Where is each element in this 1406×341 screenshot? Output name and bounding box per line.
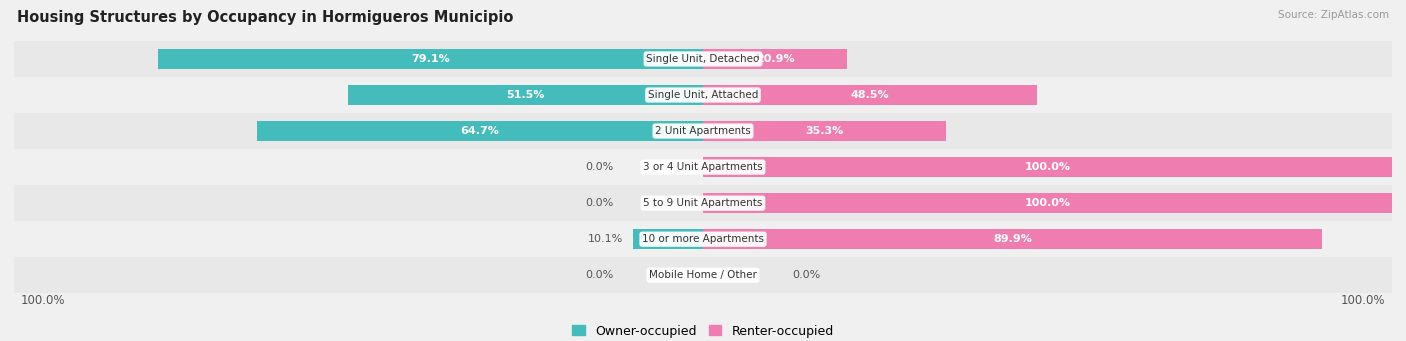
Text: 10 or more Apartments: 10 or more Apartments (643, 234, 763, 244)
Bar (14, 221, 1392, 257)
Legend: Owner-occupied, Renter-occupied: Owner-occupied, Renter-occupied (568, 320, 838, 341)
Text: 0.0%: 0.0% (585, 162, 613, 172)
Text: 20.9%: 20.9% (755, 54, 794, 64)
Bar (634, 229, 703, 249)
Text: 100.0%: 100.0% (1025, 162, 1070, 172)
Text: 51.5%: 51.5% (506, 90, 544, 100)
Bar (349, 85, 703, 105)
Bar (703, 229, 1323, 249)
Text: 35.3%: 35.3% (806, 126, 844, 136)
Text: 0.0%: 0.0% (585, 198, 613, 208)
Text: 79.1%: 79.1% (411, 54, 450, 64)
Text: Mobile Home / Other: Mobile Home / Other (650, 270, 756, 280)
Text: 10.1%: 10.1% (588, 234, 623, 244)
Text: 100.0%: 100.0% (21, 294, 66, 307)
Text: 3 or 4 Unit Apartments: 3 or 4 Unit Apartments (643, 162, 763, 172)
Text: 5 to 9 Unit Apartments: 5 to 9 Unit Apartments (644, 198, 762, 208)
Text: 0.0%: 0.0% (793, 270, 821, 280)
Bar (703, 85, 1038, 105)
Text: 100.0%: 100.0% (1340, 294, 1385, 307)
Bar (14, 257, 1392, 293)
Text: Single Unit, Detached: Single Unit, Detached (647, 54, 759, 64)
Bar (257, 121, 703, 141)
Bar (14, 41, 1392, 77)
Text: 100.0%: 100.0% (1025, 198, 1070, 208)
Bar (14, 149, 1392, 185)
Bar (14, 77, 1392, 113)
Text: 89.9%: 89.9% (993, 234, 1032, 244)
Text: 48.5%: 48.5% (851, 90, 890, 100)
Bar (14, 185, 1392, 221)
Bar (14, 113, 1392, 149)
Bar (157, 49, 703, 69)
Bar (703, 193, 1392, 213)
Text: Housing Structures by Occupancy in Hormigueros Municipio: Housing Structures by Occupancy in Hormi… (17, 10, 513, 25)
Bar (703, 157, 1392, 177)
Text: Source: ZipAtlas.com: Source: ZipAtlas.com (1278, 10, 1389, 20)
Text: Single Unit, Attached: Single Unit, Attached (648, 90, 758, 100)
Text: 0.0%: 0.0% (585, 270, 613, 280)
Bar (703, 49, 846, 69)
Text: 2 Unit Apartments: 2 Unit Apartments (655, 126, 751, 136)
Bar (703, 121, 946, 141)
Text: 64.7%: 64.7% (461, 126, 499, 136)
